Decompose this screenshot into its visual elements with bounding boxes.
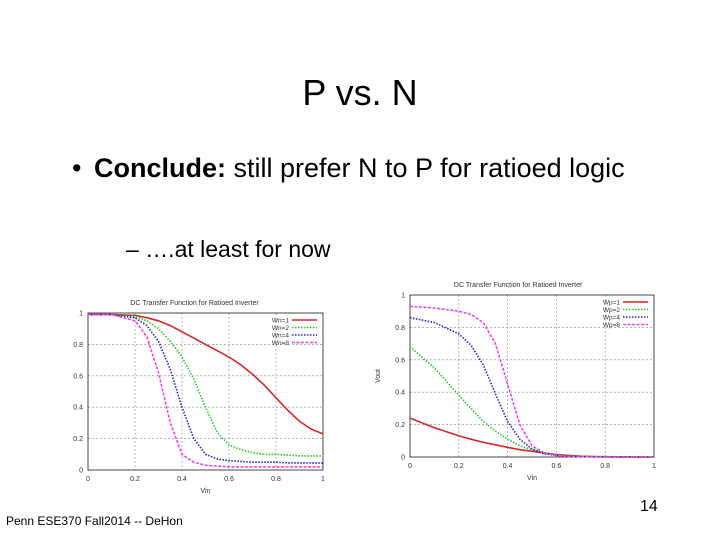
p-chart-ytick-label: 0.2: [395, 422, 405, 429]
p-chart-series-wp2: [409, 346, 654, 458]
chart-pmos-sizing: DC Transfer Function for Ratioed Inverte…: [375, 282, 656, 482]
n-chart-xlabel: Vin: [201, 488, 211, 495]
chart-nmos-sizing: DC Transfer Function for Ratioed Inverte…: [73, 300, 325, 495]
n-chart-legend-label: Wn=2: [272, 325, 290, 332]
n-chart-series-wn8: [88, 313, 323, 468]
sub-bullet: – ….at least for now: [126, 236, 331, 262]
p-chart-legend-label: Wp=4: [603, 315, 621, 322]
n-chart-xtick-label: 0.8: [271, 476, 281, 483]
p-chart-ytick-label: 0.4: [395, 390, 405, 397]
n-chart-series-wn1: [88, 313, 324, 435]
p-chart-ytick-label: 0.6: [395, 357, 405, 364]
p-chart-ytick-label: 0: [401, 455, 405, 462]
p-chart-series-wp8: [409, 305, 654, 458]
bullet-text: Conclude: still prefer N to P for ratioe…: [94, 150, 664, 186]
n-chart-xtick-label: 0: [86, 476, 90, 483]
p-chart-xtick-label: 0.4: [503, 463, 513, 470]
p-chart-ylabel: Vout: [375, 369, 382, 383]
n-chart-legend-label: Wn=1: [272, 318, 290, 325]
n-chart-ytick-label: 0.4: [73, 405, 83, 412]
p-chart-xtick-label: 0.6: [552, 463, 562, 470]
p-chart-ytick-label: 0.8: [395, 325, 405, 332]
n-chart-xtick-label: 0.6: [224, 476, 234, 483]
bullet-marker: •: [72, 153, 82, 183]
p-chart-legend-label: Wp=8: [603, 322, 621, 329]
footer-text: Penn ESE370 Fall2014 -- DeHon: [6, 514, 183, 528]
p-chart-plot-frame: [409, 294, 655, 458]
n-chart-series-wn4: [88, 313, 323, 464]
n-chart-xtick-label: 0.4: [177, 476, 187, 483]
p-chart-xtick-label: 0: [408, 463, 412, 470]
p-chart-ytick-label: 1: [401, 293, 405, 300]
n-chart-series-wn2: [88, 313, 323, 457]
n-chart-ytick-label: 0.2: [73, 436, 83, 443]
p-chart-series-wp4: [409, 316, 654, 458]
slide-title: P vs. N: [302, 72, 418, 113]
n-chart-xtick-label: 0.2: [130, 476, 140, 483]
bullet-body-text: still prefer N to P for ratioed logic: [226, 153, 625, 183]
p-chart-legend-label: Wp=1: [603, 300, 621, 307]
n-chart-legend-label: Wn=4: [272, 333, 290, 340]
p-chart-title: DC Transfer Function for Ratioed Inverte…: [454, 282, 583, 289]
p-chart-series-wp1: [409, 417, 654, 458]
p-chart-xtick-label: 1: [652, 463, 656, 470]
n-chart-ytick-label: 0.8: [73, 342, 83, 349]
n-chart-xtick-label: 1: [321, 476, 325, 483]
page-number: 14: [640, 498, 658, 515]
bullet-bold-text: Conclude:: [94, 153, 226, 183]
n-chart-legend-label: Wn=8: [272, 340, 290, 347]
n-chart-title: DC Transfer Function for Ratioed Inverte…: [130, 300, 259, 307]
p-chart-legend-label: Wp=2: [603, 307, 621, 314]
p-chart-xlabel: Vin: [527, 475, 537, 482]
p-chart-xtick-label: 0.8: [600, 463, 610, 470]
n-chart-ytick-label: 0: [79, 468, 83, 475]
n-chart-ytick-label: 0.6: [73, 373, 83, 380]
n-chart-ytick-label: 1: [79, 311, 83, 318]
n-chart-plot-frame: [87, 312, 324, 471]
p-chart-xtick-label: 0.2: [454, 463, 464, 470]
